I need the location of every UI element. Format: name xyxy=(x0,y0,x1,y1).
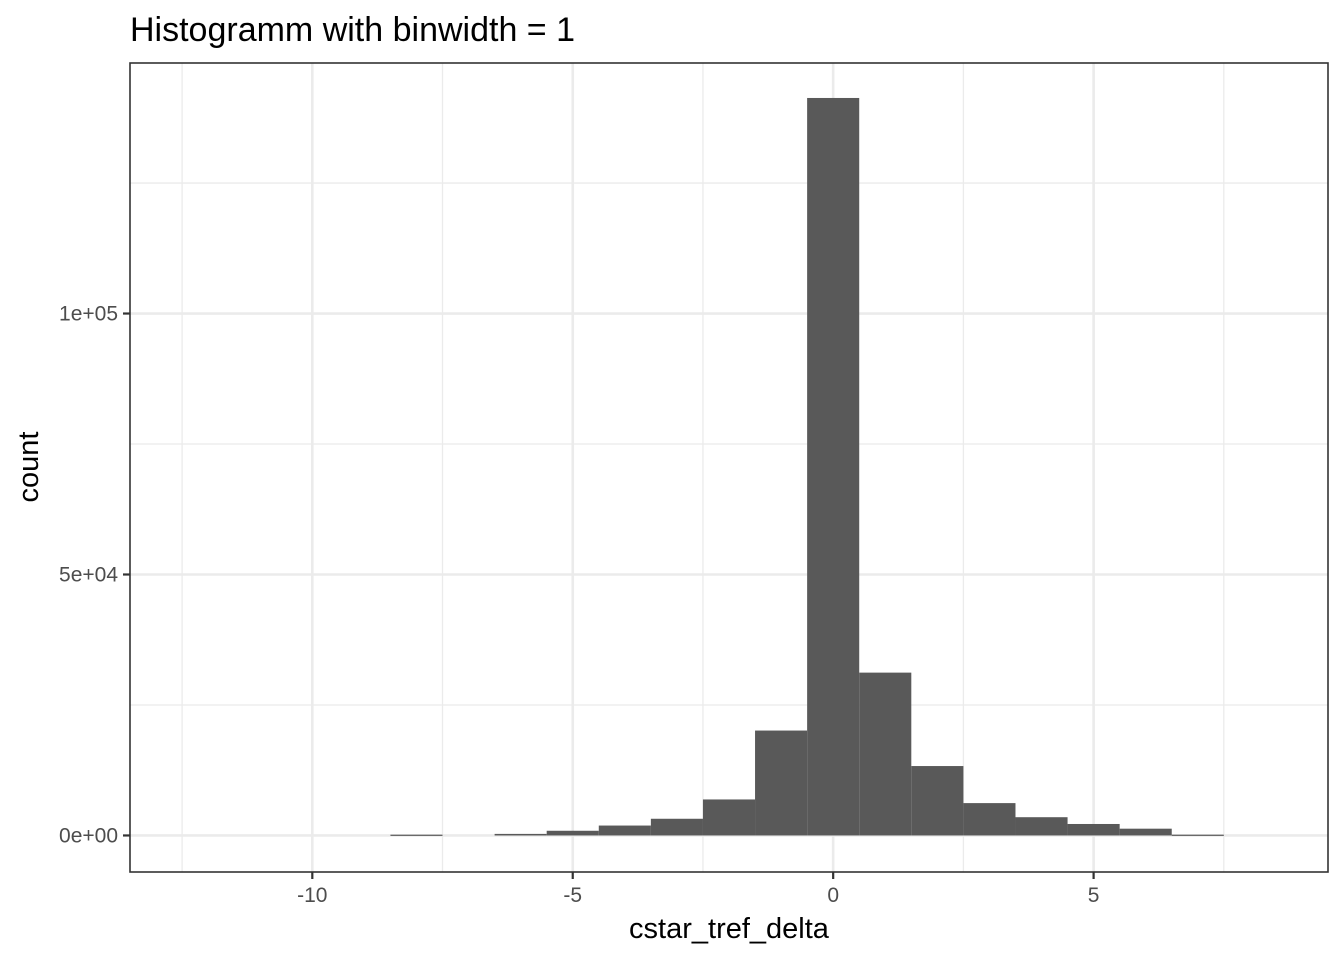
x-axis-ticks: -10 -5 0 5 xyxy=(297,872,1099,907)
histogram-bar xyxy=(494,833,547,836)
chart-title: Histogramm with binwidth = 1 xyxy=(130,11,575,49)
x-tick-label: -10 xyxy=(297,884,327,907)
x-tick-label: 0 xyxy=(827,884,839,907)
histogram-bar xyxy=(598,825,651,836)
histogram-bar xyxy=(1119,828,1172,836)
x-tick-label: -5 xyxy=(563,884,582,907)
y-tick-label: 0e+00 xyxy=(59,824,118,847)
histogram-bar xyxy=(1067,823,1120,836)
y-tick-label: 5e+04 xyxy=(59,563,118,586)
y-axis-ticks: 0e+00 5e+04 1e+05 xyxy=(59,303,130,847)
histogram-bar xyxy=(807,97,860,836)
x-axis-title: cstar_tref_delta xyxy=(629,913,830,945)
histogram-bar xyxy=(911,766,964,836)
histogram-bar xyxy=(755,730,808,836)
major-gridlines xyxy=(130,63,1328,872)
histogram-bar xyxy=(702,799,756,836)
histogram-bar xyxy=(859,672,912,836)
histogram-bars xyxy=(390,97,1224,836)
x-tick-label: 5 xyxy=(1088,884,1100,907)
histogram-bar xyxy=(963,803,1016,836)
histogram-bar xyxy=(650,818,703,836)
histogram-bar xyxy=(546,830,599,836)
panel-border xyxy=(129,62,1329,873)
histogram-bar xyxy=(390,834,443,836)
minor-gridlines xyxy=(130,63,1328,872)
histogram-bar xyxy=(1015,817,1068,836)
histogram-bar xyxy=(1171,834,1224,836)
y-axis-title: count xyxy=(13,432,45,503)
y-tick-label: 1e+05 xyxy=(59,303,118,326)
